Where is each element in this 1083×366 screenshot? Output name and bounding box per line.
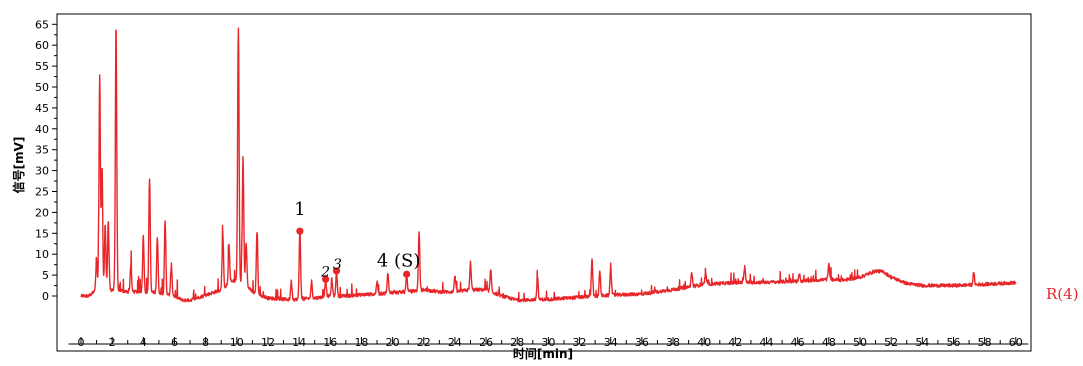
peak-annotation-label: 3 [333, 257, 342, 273]
x-tick-label: 58 [978, 336, 992, 349]
series-line-r4 [80, 27, 1017, 303]
peak-annotation-label: 1 [294, 199, 305, 220]
x-tick-label: 24 [448, 336, 462, 349]
x-tick-label: 18 [354, 336, 368, 349]
x-tick-label: 52 [884, 336, 898, 349]
x-tick-label: 4 [140, 336, 147, 349]
x-tick-label: 42 [728, 336, 742, 349]
x-axis-title: 时间[min] [513, 346, 573, 361]
x-tick-label: 32 [573, 336, 587, 349]
y-tick-label: 25 [35, 186, 49, 199]
x-tick-label: 44 [760, 336, 774, 349]
y-tick-label: 35 [35, 144, 49, 157]
x-tick-label: 14 [292, 336, 306, 349]
x-tick-label: 48 [822, 336, 836, 349]
x-tick-label: 0 [78, 336, 85, 349]
x-tick-label: 26 [479, 336, 493, 349]
x-tick-label: 34 [604, 336, 618, 349]
peak-annotation-label: 2 [320, 264, 330, 280]
y-tick-label: 45 [35, 102, 49, 115]
series-name-label: R(4) [1046, 285, 1079, 303]
peak-marker [296, 227, 304, 235]
y-axis: 0 5 10 15 20 25 30 35 40 45 50 55 60 65 [35, 14, 58, 313]
x-tick-label: 50 [853, 336, 867, 349]
peak-marker [403, 270, 411, 278]
y-tick-label: 0 [42, 290, 49, 303]
x-tick-label: 6 [171, 336, 178, 349]
x-tick-label: 22 [417, 336, 431, 349]
x-tick-label: 54 [915, 336, 929, 349]
x-tick-label: 20 [386, 336, 400, 349]
y-axis-title: 信号[mV] [11, 137, 26, 194]
x-axis: 0 2 4 6 8 10 12 14 16 18 20 22 24 26 28 30 32 34 36 38 40 42 4… [68, 336, 1029, 349]
y-tick-label: 20 [35, 206, 49, 219]
peak-markers [296, 227, 411, 283]
x-tick-label: 36 [635, 336, 649, 349]
x-tick-label: 2 [109, 336, 116, 349]
peak-annotations: 1 2 3 4 (S) [294, 199, 420, 280]
y-tick-label: 30 [35, 165, 49, 178]
y-tick-label: 50 [35, 81, 49, 94]
y-tick-label: 40 [35, 123, 49, 136]
x-tick-label: 56 [946, 336, 960, 349]
x-tick-label: 46 [791, 336, 805, 349]
y-tick-label: 60 [35, 39, 49, 52]
y-tick-label: 5 [42, 269, 49, 282]
plot-frame [56, 13, 1032, 352]
peak-marker [332, 267, 341, 275]
y-tick-label: 10 [35, 248, 49, 261]
x-tick-label: 40 [697, 336, 711, 349]
x-tick-label: 60 [1009, 336, 1023, 349]
x-tick-label: 8 [202, 336, 209, 349]
y-tick-label: 15 [35, 227, 49, 240]
x-tick-label: 38 [666, 336, 680, 349]
y-tick-label: 55 [35, 60, 49, 73]
x-tick-label: 10 [230, 336, 244, 349]
y-tick-label: 65 [35, 18, 49, 31]
x-tick-label: 28 [510, 336, 524, 349]
x-tick-label: 12 [261, 336, 275, 349]
peak-marker [322, 275, 330, 283]
peak-annotation-label: 4 (S) [377, 250, 421, 271]
x-tick-label: 16 [323, 336, 337, 349]
x-tick-label: 30 [541, 336, 555, 349]
